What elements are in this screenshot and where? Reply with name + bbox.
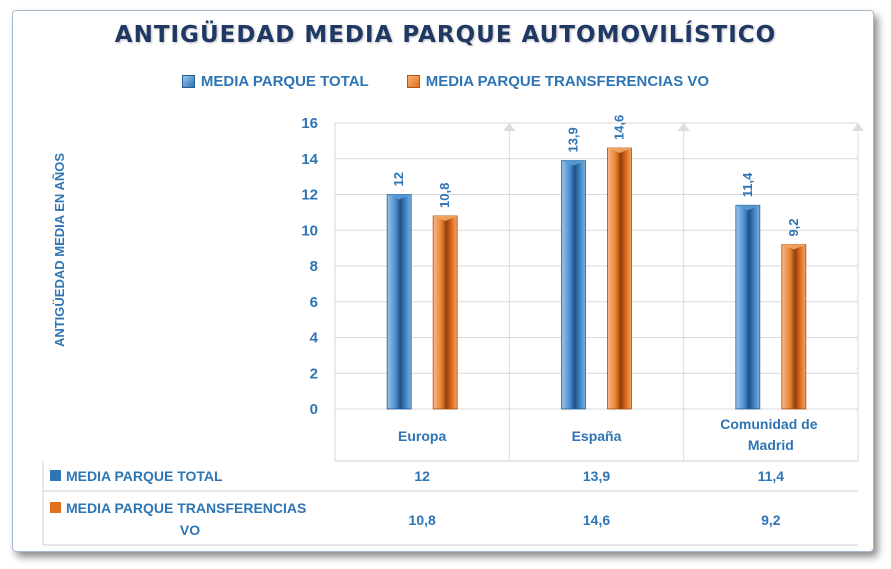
category-label-line: Comunidad de	[720, 416, 821, 432]
table-row-label-line: VO	[180, 522, 200, 538]
table-cell: 13,9	[583, 468, 610, 484]
grid-lines	[334, 122, 864, 461]
category-label-line: Madrid	[748, 437, 794, 453]
legend-swatch-transfer	[406, 75, 420, 88]
legend-label-transfer: MEDIA PARQUE TRANSFERENCIAS VO	[425, 73, 710, 90]
bar-top	[781, 244, 806, 250]
legend-item-total: MEDIA PARQUE TOTAL	[181, 73, 369, 90]
table-cell: 12	[414, 468, 430, 484]
bar	[432, 215, 458, 410]
bars-group	[386, 147, 807, 410]
category-label: España	[572, 428, 622, 444]
y-tick-label: 12	[301, 187, 318, 204]
data-label: 10,8	[437, 183, 452, 208]
chart-title: ANTIGÜEDAD MEDIA PARQUE AUTOMOVILÍSTICO	[114, 22, 777, 48]
data-label: 14,6	[612, 115, 627, 140]
bar-top	[433, 215, 458, 221]
table-cell: 10,8	[409, 512, 436, 528]
labels-group: 0 2 4 6 8 10 12 14 16 12 13,9 11,4 10,8 14,6 9,2 Europa…	[301, 115, 821, 453]
y-tick-label: 14	[301, 151, 318, 168]
data-table: MEDIA PARQUE TOTAL 12 13,9 11,4 MEDIA PARQUE…	[42, 460, 858, 546]
category-label: Europa	[398, 428, 446, 444]
bar	[735, 204, 761, 410]
separator-arrow	[503, 123, 516, 131]
legend-label-total: MEDIA PARQUE TOTAL	[200, 73, 369, 90]
table-cell: 11,4	[758, 468, 785, 484]
table-cell: 9,2	[761, 512, 781, 528]
legend-item-transfer: MEDIA PARQUE TRANSFERENCIAS VO	[406, 73, 710, 90]
separator-arrow	[852, 123, 864, 131]
data-label: 12	[391, 172, 406, 186]
y-tick-label: 8	[310, 258, 318, 275]
table-legend-key	[50, 470, 61, 481]
table-row-label: MEDIA PARQUE TRANSFERENCIAS VO	[66, 500, 306, 538]
category-label: Comunidad de Madrid	[720, 416, 821, 453]
y-tick-label: 4	[310, 330, 319, 347]
separator-arrow	[677, 123, 690, 131]
legend: MEDIA PARQUE TOTAL MEDIA PARQUE TRANSFER…	[0, 73, 891, 90]
bar-top	[561, 160, 586, 166]
bar	[607, 147, 632, 410]
data-label: 13,9	[566, 127, 581, 152]
bar	[386, 194, 412, 410]
table-row-label: MEDIA PARQUE TOTAL	[66, 468, 223, 484]
y-tick-label: 10	[301, 222, 318, 239]
table-cell: 14,6	[583, 512, 610, 528]
data-label: 11,4	[740, 172, 755, 197]
y-tick-label: 6	[310, 294, 318, 311]
table-row-label-line: MEDIA PARQUE TRANSFERENCIAS	[66, 500, 306, 516]
bar-top	[607, 148, 632, 154]
data-label: 9,2	[786, 218, 801, 236]
y-tick-label: 2	[310, 365, 318, 382]
bar	[781, 244, 807, 410]
table-legend-key	[50, 502, 61, 513]
y-tick-label: 0	[310, 401, 318, 418]
bar-top	[735, 205, 760, 211]
legend-swatch-total	[181, 75, 195, 88]
bar-top	[387, 194, 412, 200]
bar	[561, 160, 586, 410]
y-tick-label: 16	[301, 115, 318, 132]
